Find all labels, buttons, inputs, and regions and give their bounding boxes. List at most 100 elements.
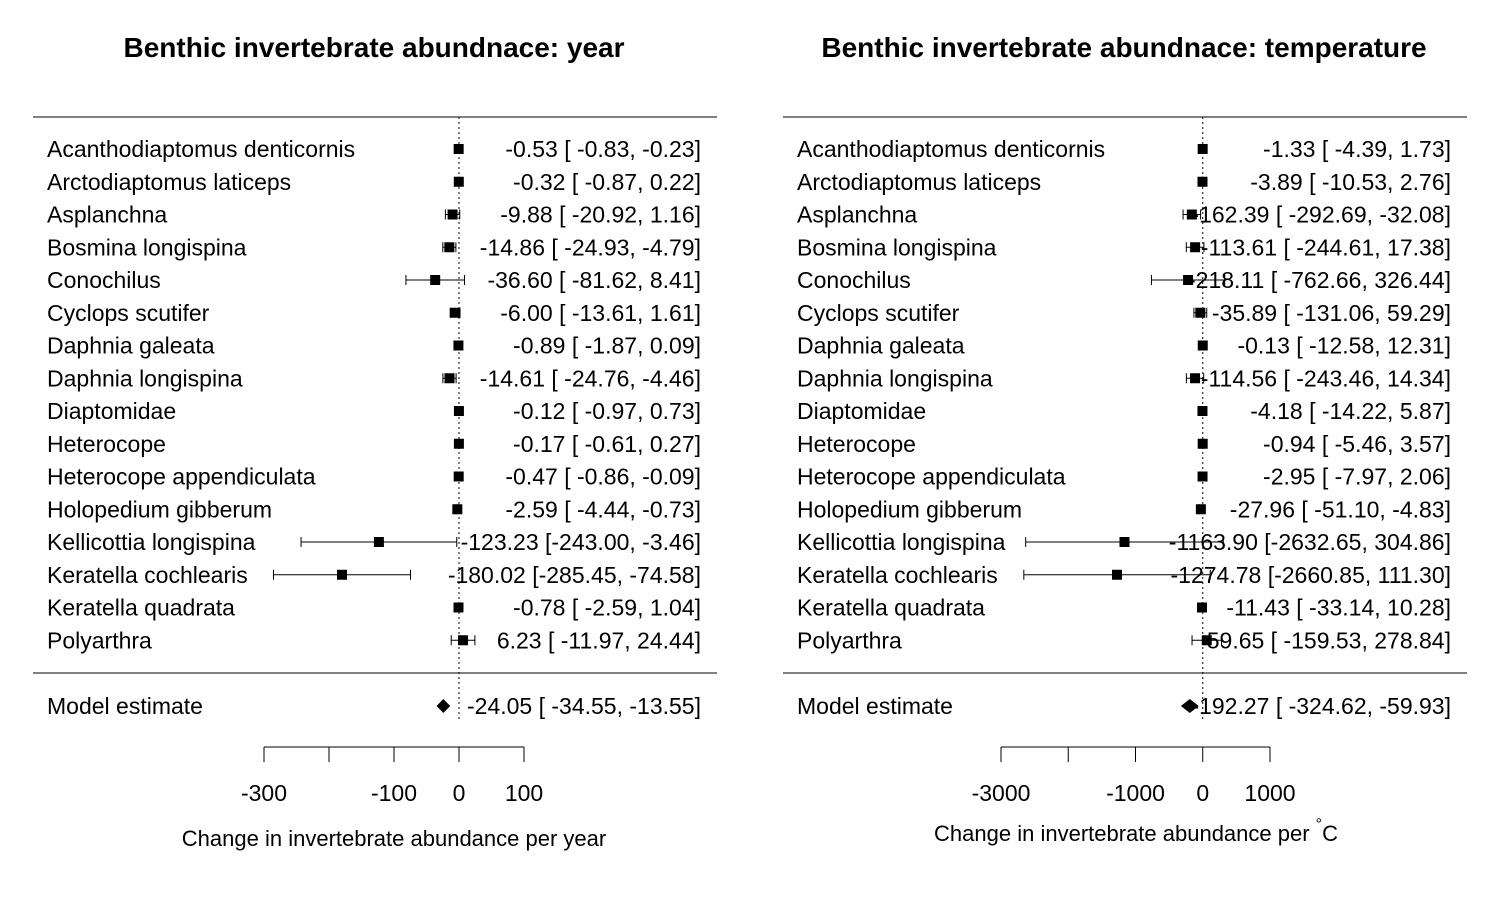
study-row: Cyclops scutifer -6.00 [ -13.61, 1.61] bbox=[47, 300, 701, 326]
study-row: Bosmina longispina -14.86 [ -24.93, -4.79… bbox=[47, 234, 701, 260]
estimate-text: -0.78 [ -2.59, 1.04] bbox=[513, 595, 701, 621]
study-name: Conochilus bbox=[47, 267, 161, 293]
point-estimate bbox=[1197, 471, 1208, 482]
summary-diamond bbox=[1180, 699, 1199, 713]
summary-text: -24.05 [ -34.55, -13.55] bbox=[467, 693, 701, 719]
estimate-text: -35.89 [ -131.06, 59.29] bbox=[1212, 300, 1451, 326]
point-estimate bbox=[1183, 275, 1194, 285]
estimate-text: -0.12 [ -0.97, 0.73] bbox=[513, 398, 701, 424]
x-tick-label: 100 bbox=[505, 780, 543, 806]
point-estimate bbox=[453, 438, 464, 449]
study-row: Asplanchna -9.88 [ -20.92, 1.16] bbox=[47, 202, 701, 228]
point-estimate bbox=[1195, 307, 1206, 318]
study-name: Bosmina longispina bbox=[797, 234, 997, 260]
estimate-text: -6.00 [ -13.61, 1.61] bbox=[500, 300, 701, 326]
study-row: Diaptomidae -0.12 [ -0.97, 0.73] bbox=[47, 398, 701, 424]
point-estimate bbox=[453, 176, 464, 187]
point-estimate bbox=[1195, 504, 1206, 515]
estimate-text: -2.95 [ -7.97, 2.06] bbox=[1263, 464, 1451, 490]
point-estimate bbox=[1190, 242, 1201, 253]
study-name: Polyarthra bbox=[47, 627, 152, 653]
chart-title: Benthic invertebrate abundnace: year bbox=[123, 32, 624, 63]
study-row: Daphnia longispina -14.61 [ -24.76, -4.46… bbox=[47, 365, 701, 391]
estimate-text: -11.43 [ -33.14, 10.28] bbox=[1226, 595, 1451, 621]
study-row: Bosmina longispina -113.61 [ -244.61, 17.… bbox=[797, 234, 1451, 260]
x-axis-label: Change in invertebrate abundance per yea… bbox=[182, 826, 606, 851]
study-row: Keratella quadrata -11.43 [ -33.14, 10.28… bbox=[797, 595, 1451, 621]
study-row: Daphnia longispina -114.56 [ -243.46, 14.… bbox=[797, 365, 1451, 391]
study-name: Kellicottia longispina bbox=[797, 529, 1006, 555]
summary-row: Model estimate -24.05 [ -34.55, -13.55] bbox=[47, 693, 701, 719]
study-row: Arctodiaptomus laticeps -3.89 [ -10.53, 2… bbox=[797, 169, 1451, 195]
study-row: Asplanchna -162.39 [ -292.69, -32.08] bbox=[797, 202, 1451, 228]
study-name: Bosmina longispina bbox=[47, 234, 247, 260]
study-name: Heterocope bbox=[797, 431, 916, 457]
estimate-text: -27.96 [ -51.10, -4.83] bbox=[1230, 496, 1451, 522]
study-row: Keratella cochlearis -1274.78 [-2660.85, … bbox=[797, 562, 1451, 588]
estimate-text: -0.47 [ -0.86, -0.09] bbox=[505, 464, 701, 490]
study-row: Kellicottia longispina -123.23 [-243.00, … bbox=[47, 529, 701, 555]
estimate-text: 6.23 [ -11.97, 24.44] bbox=[497, 627, 701, 653]
point-estimate bbox=[1197, 406, 1208, 416]
point-estimate bbox=[444, 242, 455, 253]
study-name: Holopedium gibberum bbox=[797, 496, 1022, 522]
summary-text: -192.27 [ -324.62, -59.93] bbox=[1191, 693, 1451, 719]
study-name: Acanthodiaptomus denticornis bbox=[47, 136, 355, 162]
point-estimate bbox=[430, 275, 441, 285]
study-name: Heterocope bbox=[47, 431, 166, 457]
estimate-text: -123.23 [-243.00, -3.46] bbox=[461, 529, 701, 555]
point-estimate bbox=[1197, 340, 1208, 351]
study-row: Keratella quadrata -0.78 [ -2.59, 1.04] bbox=[47, 595, 701, 621]
point-estimate bbox=[1197, 438, 1208, 449]
study-name: Daphnia galeata bbox=[797, 333, 965, 359]
study-name: Conochilus bbox=[797, 267, 911, 293]
point-estimate bbox=[453, 471, 464, 482]
study-row: Diaptomidae -4.18 [ -14.22, 5.87] bbox=[797, 398, 1451, 424]
estimate-text: -4.18 [ -14.22, 5.87] bbox=[1250, 398, 1451, 424]
point-estimate bbox=[453, 340, 464, 351]
chart-title: Benthic invertebrate abundnace: temperat… bbox=[821, 32, 1426, 63]
point-estimate bbox=[1186, 209, 1197, 220]
x-tick-label: -300 bbox=[241, 780, 287, 806]
estimate-text: -0.53 [ -0.83, -0.23] bbox=[505, 136, 701, 162]
estimate-text: 59.65 [ -159.53, 278.84] bbox=[1207, 627, 1451, 653]
study-name: Diaptomidae bbox=[797, 398, 926, 424]
study-row: Polyarthra 6.23 [ -11.97, 24.44] bbox=[47, 627, 701, 653]
estimate-text: -14.86 [ -24.93, -4.79] bbox=[480, 234, 701, 260]
study-row: Holopedium gibberum -27.96 [ -51.10, -4.8… bbox=[797, 496, 1451, 522]
point-estimate bbox=[444, 373, 455, 384]
study-name: Cyclops scutifer bbox=[797, 300, 960, 326]
x-axis: -3000 -1000 0 1000 bbox=[972, 746, 1296, 806]
study-name: Heterocope appendiculata bbox=[797, 464, 1066, 490]
study-name: Diaptomidae bbox=[47, 398, 176, 424]
x-axis: -300 -100 0 100 bbox=[241, 746, 543, 806]
study-row: Keratella cochlearis -180.02 [-285.45, -7… bbox=[47, 562, 701, 588]
study-row: Conochilus -36.60 [ -81.62, 8.41] bbox=[47, 267, 701, 293]
x-tick-label: -100 bbox=[371, 780, 417, 806]
point-estimate bbox=[458, 635, 469, 646]
point-estimate bbox=[1196, 602, 1207, 613]
study-row: Polyarthra 59.65 [ -159.53, 278.84] bbox=[797, 627, 1451, 653]
point-estimate bbox=[1190, 373, 1201, 384]
estimate-text: -3.89 [ -10.53, 2.76] bbox=[1250, 169, 1451, 195]
point-estimate bbox=[336, 569, 347, 580]
study-name: Asplanchna bbox=[797, 202, 917, 228]
estimate-text: -9.88 [ -20.92, 1.16] bbox=[500, 202, 701, 228]
estimate-text: -2.59 [ -4.44, -0.73] bbox=[505, 496, 701, 522]
study-row: Heterocope appendiculata -2.95 [ -7.97, 2… bbox=[797, 464, 1451, 490]
study-name: Keratella cochlearis bbox=[47, 562, 248, 588]
point-estimate bbox=[1197, 144, 1208, 154]
point-estimate bbox=[1197, 176, 1208, 187]
x-tick-label: 0 bbox=[1196, 780, 1209, 806]
estimate-text: -180.02 [-285.45, -74.58] bbox=[448, 562, 701, 588]
x-axis-label: Change in invertebrate abundance per °C bbox=[934, 816, 1338, 846]
summary-name: Model estimate bbox=[47, 693, 203, 719]
study-row: Conochilus -218.11 [ -762.66, 326.44] bbox=[797, 267, 1451, 293]
study-name: Acanthodiaptomus denticornis bbox=[797, 136, 1105, 162]
study-name: Arctodiaptomus laticeps bbox=[797, 169, 1041, 195]
estimate-text: -36.60 [ -81.62, 8.41] bbox=[487, 267, 701, 293]
estimate-text: -14.61 [ -24.76, -4.46] bbox=[480, 365, 701, 391]
study-name: Cyclops scutifer bbox=[47, 300, 210, 326]
estimate-text: -0.32 [ -0.87, 0.22] bbox=[513, 169, 701, 195]
